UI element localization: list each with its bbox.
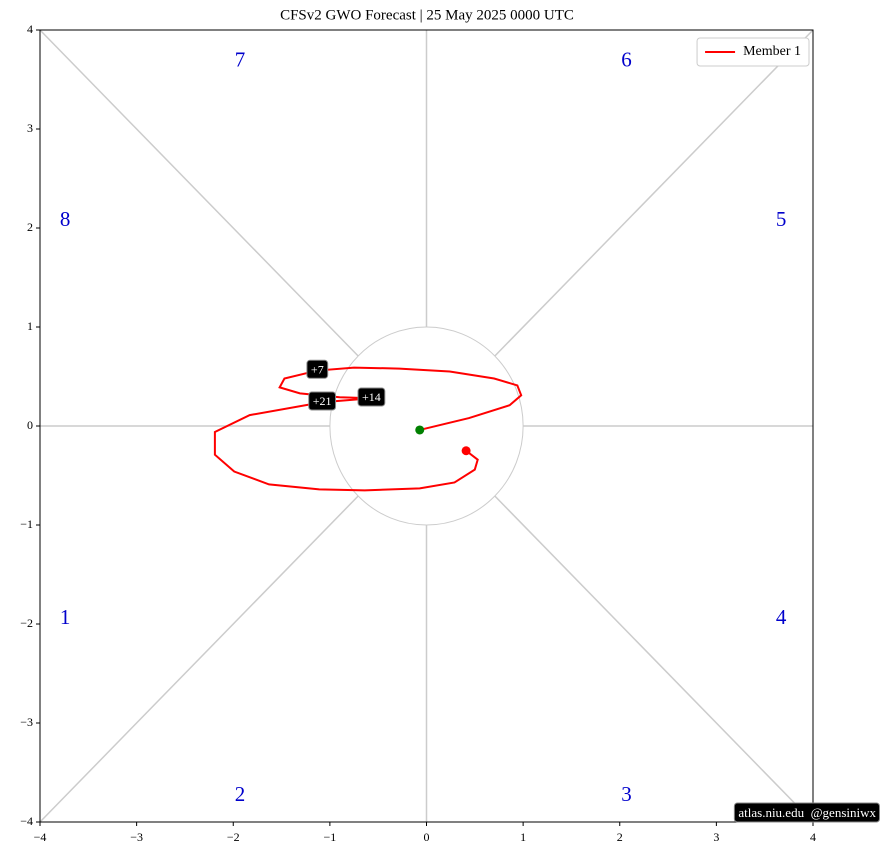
annotation-label: +14 — [362, 390, 381, 404]
annotation-label: +7 — [311, 362, 324, 376]
annotation: +7 — [306, 359, 329, 379]
credit: atlas.niu.edu @gensiniwx — [733, 802, 880, 823]
x-tick-label: 2 — [617, 830, 623, 844]
annotation: +21 — [308, 391, 337, 411]
annotation-label: +21 — [313, 394, 332, 408]
y-tick-label: 0 — [27, 418, 33, 432]
start-point — [415, 425, 425, 435]
end-point — [461, 446, 471, 456]
credit-label: atlas.niu.edu @gensiniwx — [738, 805, 876, 820]
legend-box — [696, 37, 810, 67]
guide-line — [39, 495, 359, 823]
legend: Member 1 — [696, 37, 810, 67]
x-tick-label: −4 — [34, 830, 47, 844]
x-tick-label: 4 — [810, 830, 816, 844]
x-tick-label: −2 — [227, 830, 240, 844]
phase-label: 5 — [776, 207, 787, 231]
phase-label: 4 — [776, 605, 787, 629]
x-tick-label: 1 — [520, 830, 526, 844]
x-tick-label: 0 — [424, 830, 430, 844]
y-tick-label: 2 — [27, 220, 33, 234]
phase-label: 2 — [235, 782, 246, 806]
y-tick-label: −3 — [20, 715, 33, 729]
x-tick-label: −3 — [130, 830, 143, 844]
unit-circle — [329, 326, 524, 526]
chart-title: CFSv2 GWO Forecast | 25 May 2025 0000 UT… — [280, 7, 574, 23]
phase-label: 1 — [60, 605, 71, 629]
phase-label: 7 — [235, 47, 246, 71]
phase-label: 3 — [621, 782, 632, 806]
guide-line — [39, 29, 359, 357]
credit-box — [733, 802, 880, 823]
annotation-box — [308, 391, 337, 411]
guide-line — [494, 29, 814, 357]
phase-label: 6 — [621, 47, 632, 71]
x-tick-label: 3 — [713, 830, 719, 844]
x-tick-label: −1 — [323, 830, 336, 844]
y-tick-label: 1 — [27, 319, 33, 333]
y-tick-label: −2 — [20, 616, 33, 630]
trajectory — [213, 366, 523, 492]
guide-line — [494, 495, 814, 823]
annotation: +14 — [357, 387, 386, 407]
phase-label: 8 — [60, 207, 71, 231]
y-tick-label: −4 — [20, 814, 33, 828]
annotation-box — [357, 387, 386, 407]
y-tick-label: 4 — [27, 22, 33, 36]
y-tick-label: 3 — [27, 121, 33, 135]
legend-label: Member 1 — [743, 44, 801, 59]
annotation-box — [306, 359, 329, 379]
y-tick-label: −1 — [20, 517, 33, 531]
